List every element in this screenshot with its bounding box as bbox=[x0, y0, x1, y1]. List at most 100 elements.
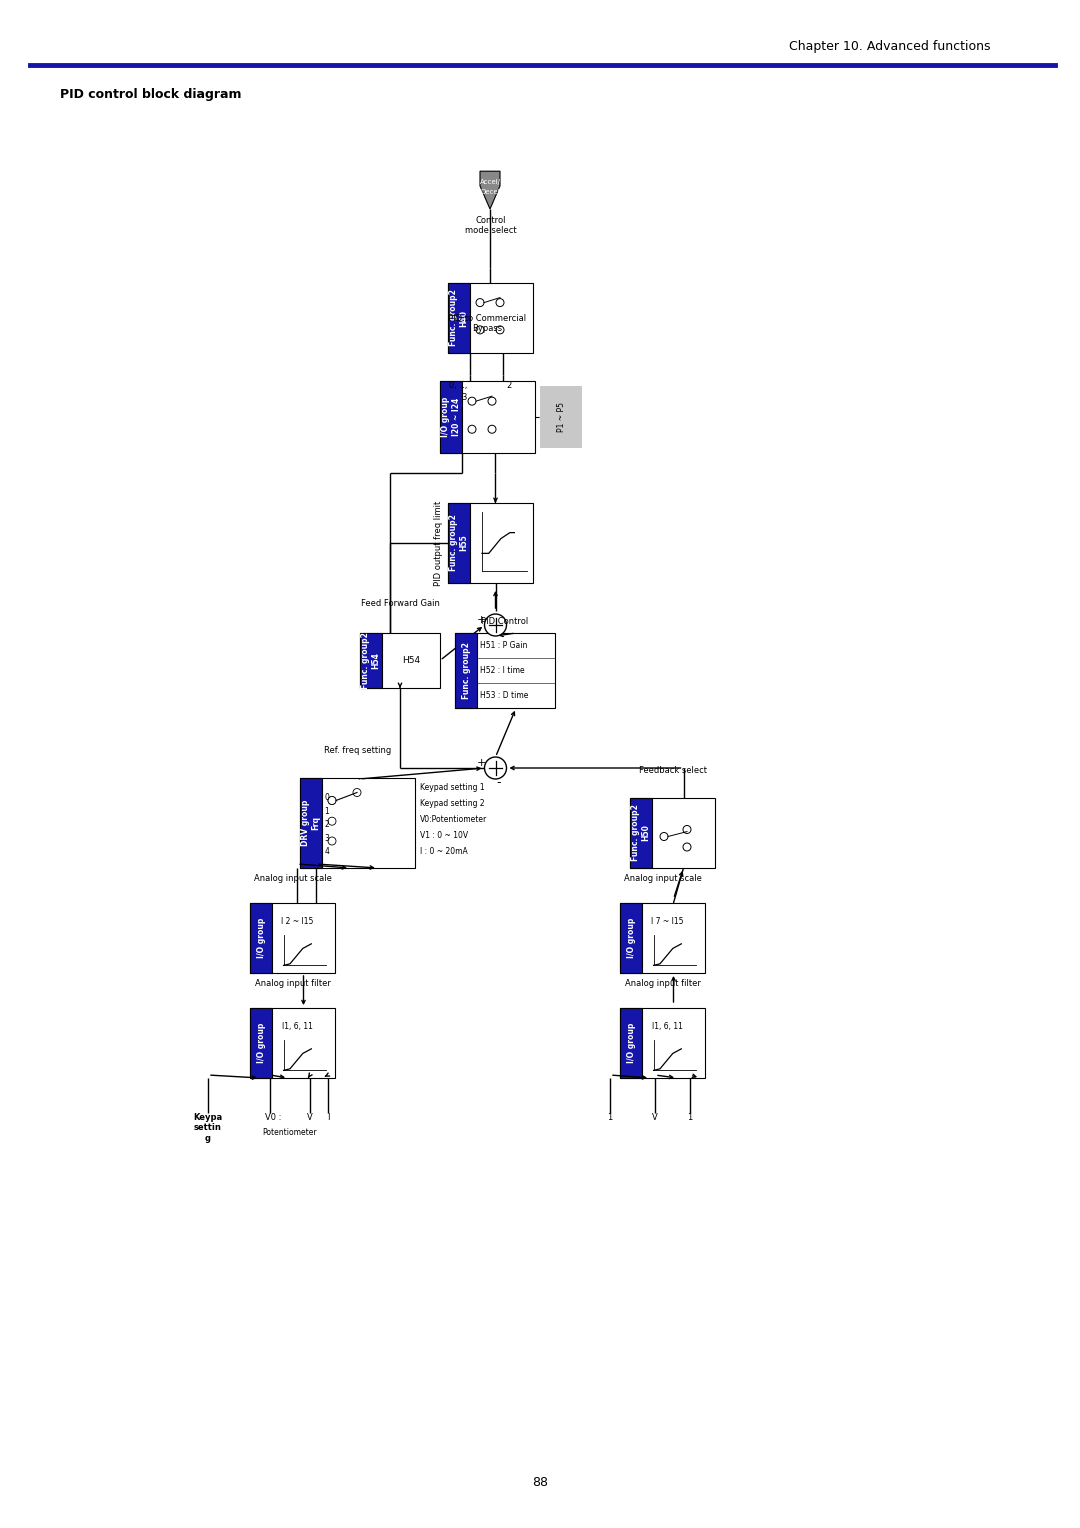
Text: I: I bbox=[327, 1112, 329, 1122]
Circle shape bbox=[488, 397, 496, 405]
Text: V: V bbox=[307, 1112, 313, 1122]
Bar bbox=[249, 1008, 335, 1077]
Bar bbox=[620, 1008, 642, 1077]
Text: PID control block diagram: PID control block diagram bbox=[60, 89, 242, 101]
Text: 0: 0 bbox=[325, 793, 329, 802]
Circle shape bbox=[683, 825, 691, 833]
Text: H51 : P Gain: H51 : P Gain bbox=[480, 642, 527, 649]
Text: 1: 1 bbox=[325, 807, 329, 816]
Circle shape bbox=[328, 796, 336, 805]
Circle shape bbox=[683, 843, 691, 851]
Polygon shape bbox=[480, 171, 500, 209]
Text: Analog input scale: Analog input scale bbox=[254, 874, 332, 883]
Circle shape bbox=[468, 425, 476, 434]
Bar bbox=[300, 778, 415, 868]
Text: PID Control: PID Control bbox=[482, 616, 528, 625]
Text: Ref. freq setting: Ref. freq setting bbox=[324, 746, 391, 755]
Text: Keypa
settin
g: Keypa settin g bbox=[193, 1112, 222, 1143]
Text: I/O group
I20 ~ I24: I/O group I20 ~ I24 bbox=[442, 397, 461, 437]
Circle shape bbox=[496, 298, 504, 307]
Text: V0 :: V0 : bbox=[265, 1112, 282, 1122]
Bar bbox=[448, 503, 470, 584]
Bar bbox=[620, 903, 705, 973]
Circle shape bbox=[660, 833, 669, 840]
Bar bbox=[448, 283, 534, 353]
Text: Func. group2
H50: Func. group2 H50 bbox=[632, 805, 651, 862]
Circle shape bbox=[328, 817, 336, 825]
Circle shape bbox=[488, 425, 496, 434]
Text: Func. group2
H54: Func. group2 H54 bbox=[362, 633, 381, 689]
Bar bbox=[249, 1008, 272, 1077]
Text: I/O group: I/O group bbox=[257, 918, 266, 958]
Text: H54: H54 bbox=[402, 656, 420, 665]
Bar bbox=[249, 903, 272, 973]
Circle shape bbox=[476, 298, 484, 307]
Bar bbox=[630, 798, 652, 868]
Bar bbox=[620, 1008, 705, 1077]
Circle shape bbox=[496, 325, 504, 335]
Bar bbox=[455, 633, 555, 707]
Text: I/O group: I/O group bbox=[626, 918, 635, 958]
Text: Feed Forward Gain: Feed Forward Gain bbox=[361, 599, 440, 608]
Text: Func. group2
H40: Func. group2 H40 bbox=[449, 290, 469, 347]
Bar bbox=[360, 633, 382, 688]
Circle shape bbox=[328, 796, 336, 805]
Text: +: + bbox=[476, 614, 486, 625]
Text: DRV group
Frq: DRV group Frq bbox=[301, 799, 321, 847]
Text: 3: 3 bbox=[461, 393, 467, 402]
Text: I/O group: I/O group bbox=[257, 1022, 266, 1063]
Text: Potentiometer: Potentiometer bbox=[262, 1128, 316, 1137]
Text: Chapter 10. Advanced functions: Chapter 10. Advanced functions bbox=[788, 40, 990, 53]
Bar bbox=[630, 798, 715, 868]
Text: Feedback select: Feedback select bbox=[638, 766, 706, 775]
Circle shape bbox=[353, 788, 361, 796]
Text: PID to Commercial
Bypass: PID to Commercial Bypass bbox=[448, 313, 527, 333]
Text: Control
mode select: Control mode select bbox=[464, 215, 516, 235]
Bar bbox=[440, 380, 535, 452]
Text: Keypad setting 1: Keypad setting 1 bbox=[420, 782, 485, 792]
Text: 1: 1 bbox=[607, 1112, 612, 1122]
Bar bbox=[360, 633, 440, 688]
Text: Keypad setting 2: Keypad setting 2 bbox=[420, 799, 485, 808]
Text: I 7 ~ I15: I 7 ~ I15 bbox=[651, 917, 684, 926]
Text: Accel/: Accel/ bbox=[480, 179, 500, 185]
Bar bbox=[455, 633, 477, 707]
Bar bbox=[440, 380, 462, 452]
Bar bbox=[448, 283, 470, 353]
Text: V1 : 0 ~ 10V: V1 : 0 ~ 10V bbox=[420, 831, 468, 840]
Text: Analog input filter: Analog input filter bbox=[255, 978, 330, 987]
Circle shape bbox=[476, 325, 484, 335]
Circle shape bbox=[485, 756, 507, 779]
Circle shape bbox=[485, 614, 507, 636]
Text: Func. group2
H55: Func. group2 H55 bbox=[449, 515, 469, 571]
Text: V0:Potentiometer: V0:Potentiometer bbox=[420, 814, 487, 824]
Bar bbox=[249, 903, 335, 973]
Text: -: - bbox=[496, 776, 501, 790]
Text: P1 ~ P5: P1 ~ P5 bbox=[556, 402, 566, 432]
Text: PID output freq limit: PID output freq limit bbox=[434, 500, 443, 585]
Text: I/O group: I/O group bbox=[626, 1022, 635, 1063]
Bar bbox=[448, 503, 534, 584]
Circle shape bbox=[328, 837, 336, 845]
Text: I 2 ~ I15: I 2 ~ I15 bbox=[281, 917, 313, 926]
Text: I1, 6, 11: I1, 6, 11 bbox=[652, 1022, 683, 1030]
Text: 2: 2 bbox=[325, 821, 329, 830]
Text: I1, 6, 11: I1, 6, 11 bbox=[282, 1022, 313, 1030]
Text: 2: 2 bbox=[507, 380, 511, 390]
Circle shape bbox=[468, 397, 476, 405]
Bar bbox=[620, 903, 642, 973]
Text: 88: 88 bbox=[532, 1476, 548, 1490]
Text: I : 0 ~ 20mA: I : 0 ~ 20mA bbox=[420, 847, 468, 856]
Text: +: + bbox=[476, 758, 486, 769]
Text: V: V bbox=[652, 1112, 658, 1122]
Text: 3: 3 bbox=[325, 834, 329, 843]
Text: H52 : I time: H52 : I time bbox=[480, 666, 525, 675]
Text: 4: 4 bbox=[325, 848, 329, 856]
Text: 0, 1,: 0, 1, bbox=[448, 380, 467, 390]
Text: Analog input scale: Analog input scale bbox=[623, 874, 701, 883]
Text: H53 : D time: H53 : D time bbox=[480, 691, 528, 700]
Text: Func. group2: Func. group2 bbox=[461, 642, 471, 698]
Text: Decel: Decel bbox=[481, 189, 500, 196]
Text: Analog input filter: Analog input filter bbox=[624, 978, 701, 987]
Bar bbox=[300, 778, 322, 868]
